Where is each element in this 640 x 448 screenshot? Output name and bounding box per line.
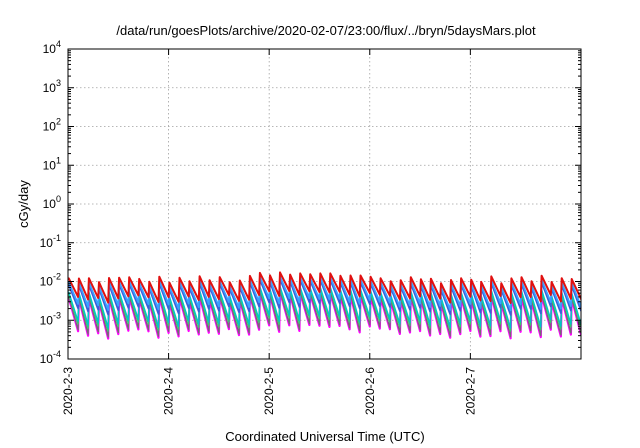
x-axis-label: Coordinated Universal Time (UTC) — [225, 429, 424, 444]
x-tick-label: 2020-2-3 — [61, 367, 75, 415]
y-tick-label: 10-4 — [40, 349, 61, 366]
x-tick-labels: 2020-2-3 2020-2-4 2020-2-5 2020-2-6 2020-2-7 — [61, 367, 477, 415]
y-tick-labels: 10-4 10-3 10-2 10-1 100 101 102 103 104 — [40, 39, 61, 366]
y-tick-label: 100 — [43, 194, 61, 211]
series-group — [68, 271, 581, 340]
chart-title: /data/run/goesPlots/archive/2020-02-07/2… — [116, 23, 536, 38]
series-line — [68, 275, 581, 312]
x-tick-label: 2020-2-6 — [363, 367, 377, 415]
y-tick-label: 10-3 — [40, 310, 61, 327]
y-tick-label: 101 — [43, 155, 61, 172]
series-line — [68, 285, 581, 329]
y-tick-label: 104 — [43, 39, 61, 56]
series-line — [68, 271, 581, 304]
y-tick-label: 10-1 — [40, 233, 61, 250]
x-tick-label: 2020-2-4 — [162, 367, 176, 415]
x-tick-label: 2020-2-7 — [463, 367, 477, 415]
y-tick-label: 103 — [43, 78, 61, 95]
x-tick-label: 2020-2-5 — [262, 367, 276, 415]
y-axis-label: cGy/day — [16, 180, 31, 228]
series-line — [68, 290, 581, 338]
y-tick-label: 10-2 — [40, 272, 61, 289]
series-line — [68, 278, 581, 316]
y-tick-label: 102 — [43, 117, 61, 134]
axis-ticks — [67, 48, 581, 360]
